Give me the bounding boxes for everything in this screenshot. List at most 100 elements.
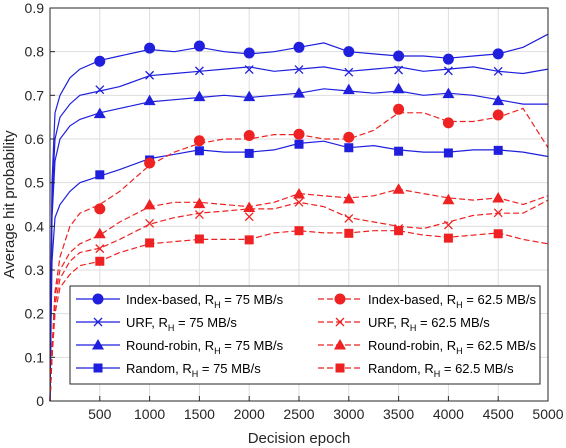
series-marker-6 (492, 191, 505, 203)
series-marker-1 (244, 65, 254, 75)
series-marker-0 (343, 46, 355, 58)
series-marker-5 (493, 208, 503, 218)
y-tick-label: 0.4 (25, 218, 45, 234)
series-marker-0 (144, 42, 156, 54)
series-marker-4 (193, 135, 205, 147)
series-marker-2 (143, 94, 156, 106)
series-marker-4 (243, 130, 255, 142)
x-tick-label: 2000 (234, 406, 265, 422)
legend-swatch-marker (335, 363, 345, 373)
legend-entry-label: Random, RH = 62.5 MB/s (368, 361, 514, 379)
series-marker-6 (342, 192, 355, 204)
series-marker-4 (492, 109, 504, 121)
x-tick-label: 1500 (184, 406, 215, 422)
series-marker-2 (492, 94, 505, 106)
series-marker-1 (294, 65, 304, 75)
series-marker-3 (244, 148, 254, 158)
legend-swatch-marker (335, 317, 345, 327)
series-marker-6 (143, 198, 156, 210)
x-tick-label: 3000 (333, 406, 364, 422)
legend-swatch-marker (334, 293, 346, 305)
series-marker-3 (394, 146, 404, 156)
x-tick-label: 500 (88, 406, 112, 422)
series-marker-2 (442, 87, 455, 99)
y-tick-label: 0.7 (25, 87, 45, 103)
y-tick-label: 0.1 (25, 349, 45, 365)
legend-entry-label: Random, RH = 75 MB/s (126, 361, 261, 379)
y-tick-label: 0.9 (25, 0, 45, 16)
series-marker-6 (193, 197, 206, 209)
y-tick-label: 0.5 (25, 175, 45, 191)
series-marker-1 (493, 66, 503, 76)
series-marker-5 (145, 218, 155, 228)
series-marker-2 (93, 107, 106, 119)
series-marker-1 (344, 67, 354, 77)
series-marker-4 (442, 117, 454, 129)
series-marker-1 (394, 65, 404, 75)
legend-entry-label: Index-based, RH = 62.5 MB/s (368, 292, 537, 310)
series-marker-2 (193, 90, 206, 102)
series-marker-3 (95, 170, 105, 180)
y-tick-label: 0 (36, 393, 44, 409)
series-marker-0 (492, 48, 504, 60)
series-marker-5 (443, 220, 453, 230)
series-marker-6 (93, 227, 106, 239)
series-marker-5 (244, 212, 254, 222)
series-marker-1 (145, 70, 155, 80)
series-marker-6 (392, 183, 405, 194)
x-tick-label: 2500 (283, 406, 314, 422)
legend-swatch-marker (93, 363, 103, 373)
series-marker-4 (293, 128, 305, 140)
x-axis-label: Decision epoch (248, 430, 351, 447)
x-tick-label: 4500 (483, 406, 514, 422)
series-marker-2 (243, 90, 256, 102)
series-marker-5 (194, 210, 204, 220)
series-marker-4 (144, 157, 156, 169)
series-marker-4 (343, 131, 355, 143)
series-marker-0 (293, 41, 305, 53)
y-axis-label: Average hit probability (1, 130, 18, 279)
series-marker-3 (294, 139, 304, 149)
series-marker-0 (94, 55, 106, 67)
series-marker-7 (493, 229, 503, 239)
series-marker-7 (95, 256, 105, 266)
legend-entry-label: Index-based, RH = 75 MB/s (126, 292, 284, 310)
series-marker-3 (194, 146, 204, 156)
series-markers (93, 40, 505, 266)
series-marker-2 (342, 83, 355, 95)
y-tick-label: 0.2 (25, 306, 45, 322)
series-marker-4 (393, 103, 405, 115)
series-marker-0 (442, 53, 454, 65)
series-marker-7 (443, 233, 453, 243)
series-marker-7 (294, 226, 304, 236)
legend-swatch-marker (92, 293, 104, 305)
axis-ticks: 500 1000 1500 2000 2500 3000 3500 4000 4500 5000 0… (25, 0, 564, 422)
series-marker-3 (443, 148, 453, 158)
series-marker-7 (145, 238, 155, 248)
series-marker-1 (194, 66, 204, 76)
series-marker-3 (344, 143, 354, 153)
legend-swatch-marker (334, 339, 346, 350)
y-tick-label: 0.8 (25, 44, 45, 60)
series-marker-5 (95, 244, 105, 254)
y-tick-label: 0.6 (25, 131, 45, 147)
series-marker-7 (344, 228, 354, 238)
x-tick-label: 1000 (134, 406, 165, 422)
series-marker-7 (244, 235, 254, 245)
legend-box (69, 285, 541, 385)
series-marker-0 (243, 47, 255, 59)
series-marker-0 (193, 40, 205, 52)
series-marker-1 (443, 66, 453, 76)
legend-entry-label: Round-robin, RH = 62.5 MB/s (368, 338, 536, 356)
series-marker-7 (394, 226, 404, 236)
series-line-1 (49, 66, 549, 402)
legend-entry-label: URF, RH = 62.5 MB/s (368, 315, 490, 333)
x-tick-label: 4000 (433, 406, 464, 422)
series-marker-6 (243, 201, 256, 213)
series-marker-5 (344, 214, 354, 223)
series-marker-1 (95, 85, 105, 95)
series-marker-6 (293, 188, 305, 199)
y-tick-label: 0.3 (25, 262, 45, 278)
series-marker-2 (392, 82, 405, 94)
legend: Index-based, RH = 75 MB/s URF, RH = 75 MB… (69, 285, 541, 385)
